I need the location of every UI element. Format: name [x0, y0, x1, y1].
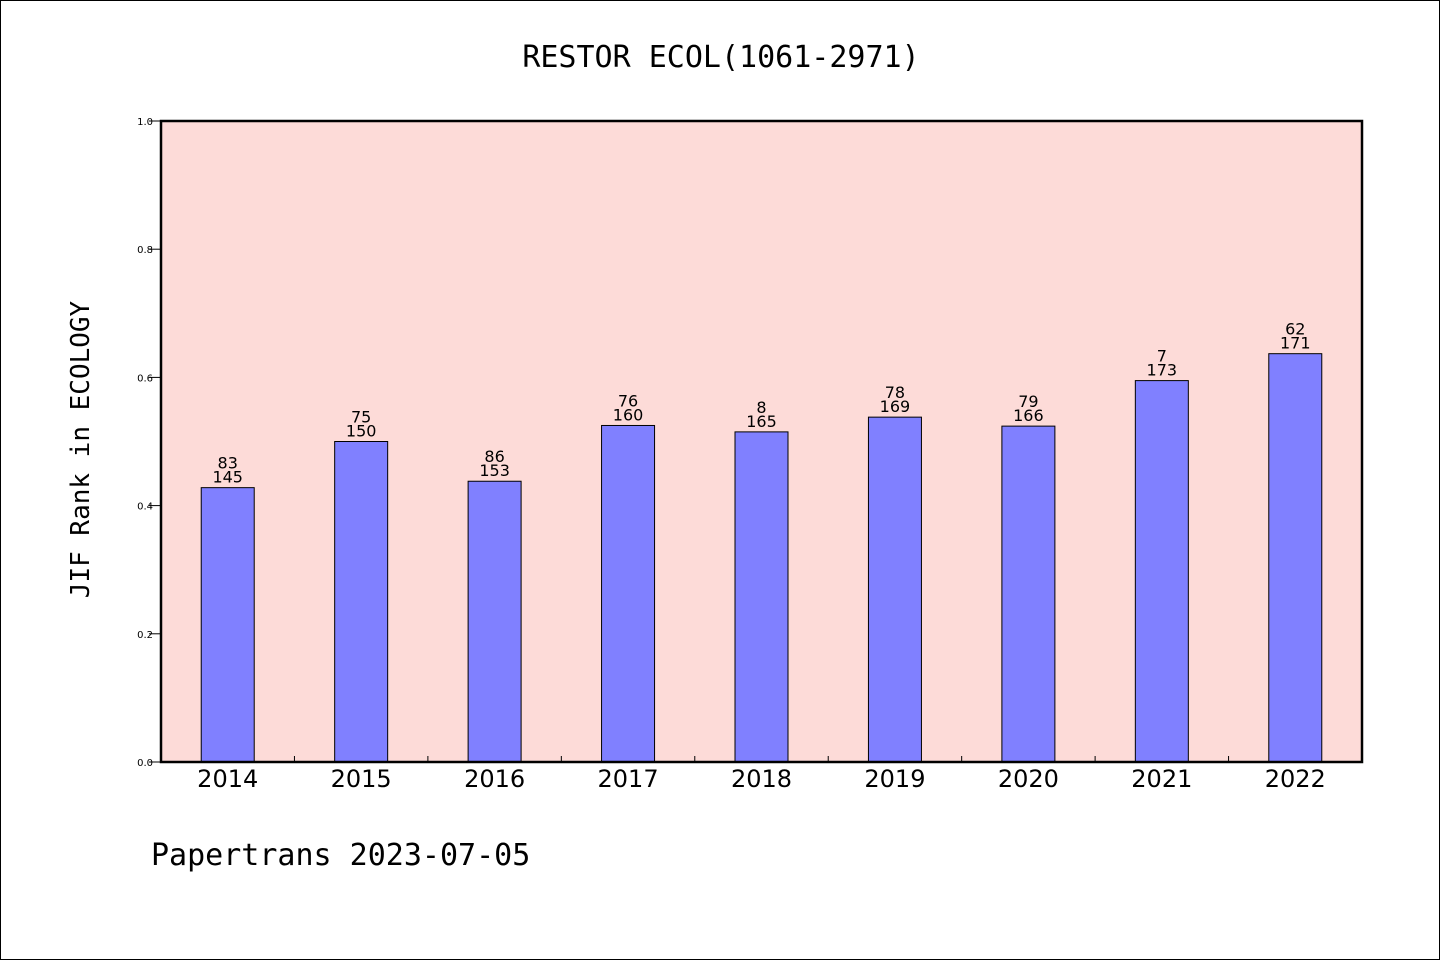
x-tick-label: 2021: [1131, 765, 1192, 793]
chart-title: RESTOR ECOL(1061-2971): [522, 40, 919, 75]
bar-rank-label: 75: [351, 408, 371, 427]
bar: [200, 487, 255, 763]
y-axis: 0.0 0.2 0.4 0.6 0.8 1.0: [137, 117, 161, 769]
bar: [1001, 425, 1056, 763]
x-tick-label: 2019: [864, 765, 925, 793]
y-tick-label: 0.4: [137, 502, 153, 513]
bar: [867, 416, 922, 763]
bar-rank-label: 76: [618, 391, 638, 410]
y-tick-label: 0.2: [137, 630, 153, 641]
x-tick-label: 2014: [197, 765, 258, 793]
bar-rank-label: 86: [484, 447, 504, 466]
y-tick-label: 0.8: [137, 245, 153, 256]
bar-rank-label: 7: [1157, 347, 1167, 366]
bar-rank-label: 8: [756, 398, 766, 417]
x-tick-label: 2015: [331, 765, 392, 793]
bar-rank-label: 79: [1018, 392, 1038, 411]
bar-total-label: 153: [479, 461, 510, 480]
bar-total-label: 169: [880, 397, 911, 416]
bar: [1268, 353, 1323, 763]
footer-credit: Papertrans 2023-07-05: [151, 838, 530, 873]
bar: [1134, 380, 1189, 763]
bar: [734, 431, 789, 763]
bar-total-label: 145: [212, 468, 243, 487]
bar-rank-label: 62: [1285, 320, 1305, 339]
bar-total-label: 173: [1147, 361, 1178, 380]
x-axis: 2014 2015 2016 2017 2018 2019 2020 2021 2022: [197, 756, 1326, 793]
x-tick-label: 2020: [998, 765, 1059, 793]
x-tick-label: 2016: [464, 765, 525, 793]
x-tick-label: 2022: [1265, 765, 1326, 793]
bar-total-label: 150: [346, 422, 377, 441]
x-tick-label: 2017: [598, 765, 659, 793]
y-axis-label: JIF Rank in ECOLOGY: [66, 300, 96, 598]
bar-rank-label: 83: [218, 454, 238, 473]
bar-rank-label: 78: [885, 383, 905, 402]
bar-total-label: 165: [746, 412, 777, 431]
bar: [601, 424, 656, 763]
plot-border: [159, 119, 1364, 764]
bar-total-label: 171: [1280, 334, 1311, 353]
y-tick-label: 0.0: [137, 758, 153, 769]
bar-total-label: 166: [1013, 406, 1044, 425]
bar: [467, 480, 522, 763]
y-tick-label: 1.0: [137, 117, 153, 128]
y-tick-label: 0.6: [137, 373, 153, 384]
x-tick-label: 2018: [731, 765, 792, 793]
bar: [334, 441, 389, 763]
bar-total-label: 160: [613, 405, 644, 424]
